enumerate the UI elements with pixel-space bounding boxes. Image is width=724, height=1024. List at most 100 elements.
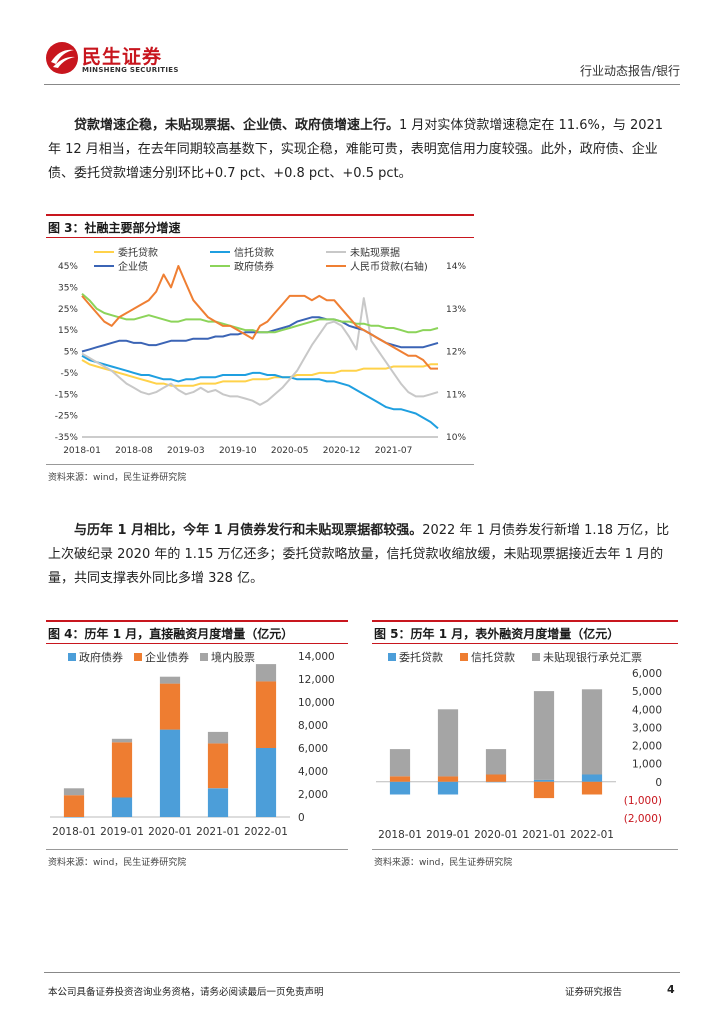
fig5-legend-swatch (460, 653, 468, 661)
fig3-y-left-tick: -5% (60, 369, 78, 379)
fig3-title-rule (46, 237, 474, 238)
paragraph-2-body: 2022 年 1 月债券发行新增 1.18 万亿，比上次破纪录 2020 年的 … (48, 523, 670, 586)
fig3-series-line (81, 359, 438, 387)
fig3-x-tick: 2019-10 (219, 446, 257, 456)
fig4-bottom-rule (46, 849, 348, 850)
fig3-series-line (81, 265, 438, 370)
fig5-bar-segment (533, 781, 555, 799)
fig4-bar-segment (207, 731, 229, 744)
fig5-top-rule (372, 620, 678, 622)
fig5-bar-segment (533, 691, 555, 780)
fig4-bar-segment (111, 742, 133, 798)
fig4-bar-segment (255, 748, 277, 817)
fig4-x-tick: 2020-01 (148, 826, 192, 838)
fig3-x-tick: 2021-07 (375, 446, 413, 456)
fig4-bar-segment (255, 681, 277, 748)
fig3-x-tick: 2019-03 (167, 446, 205, 456)
fig4-bar-segment (255, 664, 277, 682)
fig3-legend-label: 企业债 (118, 260, 148, 273)
fig5-chart: 委托贷款 信托贷款 未贴现银行承兑汇票 6,000 5,000 4,000 3,000 2,0… (376, 650, 662, 841)
page-number: 4 (667, 983, 675, 996)
footer-disclaimer: 本公司具备证券投资咨询业务资格，请务必阅读最后一页免责声明 (48, 987, 324, 998)
fig4-x-tick: 2018-01 (52, 826, 96, 838)
fig4-bar-segment (159, 729, 181, 817)
fig3-x-tick: 2018-08 (115, 446, 153, 456)
fig3-y-left-tick: 35% (58, 283, 78, 293)
fig4-y-tick: 12,000 (298, 674, 335, 686)
fig4-bar-segment (63, 795, 85, 817)
fig4-legend-swatch (134, 653, 142, 661)
fig5-y-tick: (2,000) (624, 813, 662, 825)
fig5-bar-segment (389, 749, 411, 777)
fig3-x-tick: 2018-01 (63, 446, 101, 456)
fig3-y-left-tick: -25% (55, 412, 79, 422)
fig3-series-line (81, 316, 439, 353)
fig5-bar-segment (581, 689, 603, 775)
fig4-y-tick: 6,000 (298, 743, 328, 755)
fig4-bar-segment (111, 738, 133, 743)
fig3-bottom-rule (46, 464, 474, 465)
fig4-x-tick: 2019-01 (100, 826, 144, 838)
fig4-x-tick: 2022-01 (244, 826, 288, 838)
fig4-title-rule (46, 643, 348, 644)
fig5-bottom-rule (372, 849, 678, 850)
fig3-legend-label: 委托贷款 (118, 246, 158, 259)
fig3-y-right-tick: 14% (446, 262, 466, 272)
fig5-title-rule (372, 643, 678, 644)
brand-name-en: MINSHENG SECURITIES (82, 66, 179, 74)
fig5-legend-label: 信托贷款 (471, 650, 515, 664)
fig3-y-left-tick: 25% (58, 305, 78, 315)
fig4-bar-segment (63, 817, 85, 818)
paragraph-1-body: 1 月对实体贷款增速稳定在 11.6%，与 2021 年 12 月相当，在去年同… (48, 118, 664, 181)
brand-name-cn: 民生证券 (82, 46, 163, 68)
fig5-x-tick: 2018-01 (378, 829, 422, 841)
fig5-bar-segment (581, 781, 603, 795)
fig3-x-tick: 2020-12 (323, 446, 361, 456)
paragraph-2: 与历年 1 月相比，今年 1 月债券发行和未贴现票据都较强。2022 年 1 月… (48, 519, 678, 591)
fig4-source: 资料来源：wind，民生证券研究院 (48, 858, 187, 868)
fig4-legend-label: 政府债券 (79, 650, 123, 664)
fig5-bar-segment (581, 774, 603, 782)
fig5-x-tick: 2019-01 (426, 829, 470, 841)
fig4-bar-segment (159, 676, 181, 684)
fig3-y-right-tick: 10% (446, 433, 466, 443)
fig5-x-tick: 2021-01 (522, 829, 566, 841)
fig5-legend-swatch (532, 653, 540, 661)
fig5-bar-segment (485, 774, 507, 782)
logo-mark-icon (46, 42, 78, 74)
fig5-y-tick: 1,000 (632, 759, 662, 771)
fig4-bar-segment (207, 743, 229, 789)
fig4-legend-swatch (200, 653, 208, 661)
fig5-y-tick: (1,000) (624, 795, 662, 807)
fig5-y-tick: 3,000 (632, 722, 662, 734)
fig5-bar-segment (485, 749, 507, 775)
fig3-x-tick: 2020-05 (271, 446, 309, 456)
fig4-x-tick: 2021-01 (196, 826, 240, 838)
fig5-bar-segment (389, 781, 411, 795)
fig4-bar-segment (111, 797, 133, 817)
fig5-legend-swatch (388, 653, 396, 661)
fig3-legend-label: 政府债券 (234, 260, 274, 273)
fig5-bar-segment (485, 781, 507, 783)
fig5-title: 图 5：历年 1 月，表外融资月度增量（亿元） (374, 627, 620, 641)
fig4-title: 图 4：历年 1 月，直接融资月度增量（亿元） (48, 627, 294, 641)
fig4-legend-label: 企业债券 (145, 650, 189, 664)
fig5-bar-segment (389, 776, 411, 782)
fig5-bar-segment (437, 781, 459, 795)
fig3-title: 图 3：社融主要部分增速 (48, 221, 181, 235)
fig4-y-tick: 0 (298, 812, 305, 824)
fig5-y-tick: 0 (655, 777, 662, 789)
fig4-legend-label: 境内股票 (211, 650, 255, 664)
fig3-y-right-tick: 11% (446, 390, 466, 400)
fig3-top-rule (46, 214, 474, 216)
fig5-x-tick: 2022-01 (570, 829, 614, 841)
fig4-top-rule (46, 620, 348, 622)
fig3-legend-label: 未贴现票据 (350, 246, 400, 259)
fig5-y-tick: 2,000 (632, 741, 662, 753)
fig4-y-tick: 14,000 (298, 651, 335, 663)
fig4-y-tick: 10,000 (298, 697, 335, 709)
fig4-y-tick: 8,000 (298, 720, 328, 732)
fig3-series-line (81, 354, 439, 430)
fig4-y-tick: 4,000 (298, 766, 328, 778)
